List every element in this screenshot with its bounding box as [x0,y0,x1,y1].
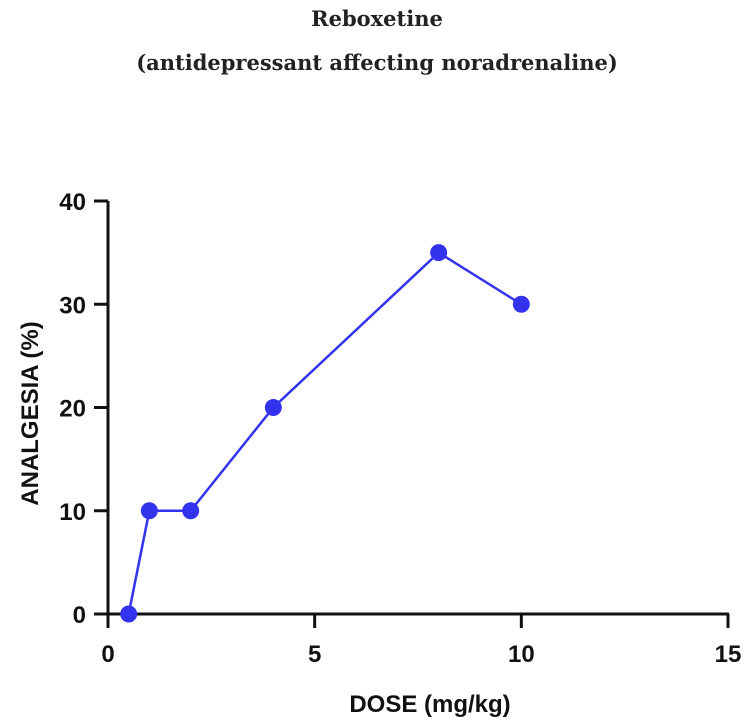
data-point [430,244,448,262]
data-point [182,502,200,520]
data-point [264,399,282,416]
data-point [120,605,138,623]
y-ticks: 0 10 20 30 40 [59,189,108,629]
y-tick-label: 0 [73,602,86,629]
x-tick-label: 0 [101,641,114,668]
x-tick-label: 15 [715,641,742,668]
series-layer [120,244,530,623]
y-tick-label: 20 [59,396,86,423]
chart-subtitle: (antidepressant affecting noradrenaline) [136,50,618,75]
y-tick-label: 40 [59,189,86,216]
y-axis-label: ANALGESIA (%) [17,321,44,505]
y-tick-label: 10 [59,499,86,526]
chart-title: Reboxetine [311,6,443,31]
series-line [127,251,522,615]
y-tick-label: 30 [59,292,86,319]
x-ticks: 0 5 10 15 [101,614,741,668]
data-point [140,502,158,520]
x-tick-label: 10 [508,641,535,668]
x-tick-label: 5 [308,641,321,668]
x-axis-label: DOSE (mg/kg) [349,691,510,718]
data-point [512,295,530,313]
